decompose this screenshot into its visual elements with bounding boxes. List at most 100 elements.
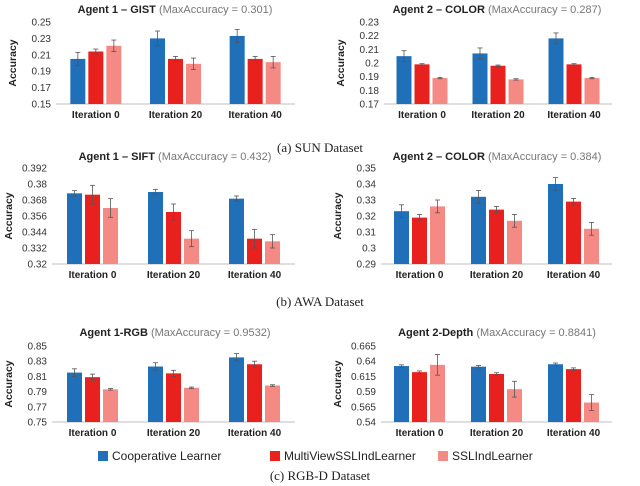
y-tick-label: 0.33 [357,196,377,207]
x-tick-label: Iteration 40 [228,428,282,439]
y-tick-label: 0.368 [22,196,47,207]
y-tick-label: 0.59 [357,387,377,398]
x-tick-label: Iteration 40 [547,428,601,439]
y-tick-label: 0.23 [360,18,380,29]
legend-swatch-multiview [270,451,280,461]
x-tick-label: Iteration 40 [228,110,282,121]
chart-awa-color: Agent 2 – COLOR (MaxAccuracy = 0.384) 0.2… [332,151,612,281]
chart-title-main: Agent 1 – SIFT [79,151,156,163]
y-tick-label: 0.34 [357,180,377,191]
legend-swatch-sslind [438,451,448,461]
x-tick-label: Iteration 40 [547,270,601,281]
bar-sslindlearner [106,45,122,104]
bar-multiviewsslindlearner [166,373,181,422]
chart-title: Agent 2-Depth (MaxAccuracy = 0.8841) [398,327,596,339]
bar-multiviewsslindlearner [247,364,262,422]
bar-sslindlearner [430,206,445,264]
chart-sun-color: Agent 2 – COLOR (MaxAccuracy = 0.287) 0.1… [335,4,612,121]
bar-cooperative-learner [394,366,409,422]
bar-sslindlearner [508,79,524,104]
y-tick-label: 0.665 [351,342,376,353]
bar-sslindlearner [265,62,281,104]
chart-title: Agent 2 – COLOR (MaxAccuracy = 0.287) [393,4,602,16]
y-tick-label: 0.3 [362,244,376,255]
legend-label-sslind: SSLIndLearner [452,449,533,463]
bar-cooperative-learner [229,357,244,422]
legend-label-cooperative: Cooperative Learner [112,449,221,463]
y-tick-label: 0.38 [28,180,48,191]
y-tick-label: 0.54 [357,418,377,429]
bar-sslindlearner [103,389,118,422]
bar-cooperative-learner [148,192,163,264]
y-tick-label: 0.81 [28,372,48,383]
caption-rgbd: (c) RGB-D Dataset [270,468,371,483]
chart-title-max-accuracy: (MaxAccuracy = 0.9532) [148,327,271,339]
bar-cooperative-learner [67,193,82,264]
charts-layer: Agent 1 – GIST (MaxAccuracy = 0.301) 0.15… [3,4,612,439]
bar-multiviewsslindlearner [566,369,581,422]
y-tick-label: 0.565 [351,402,376,413]
y-tick-label: 0.32 [357,212,377,223]
y-tick-label: 0.392 [22,164,47,175]
chart-rgbd-depth: Agent 2-Depth (MaxAccuracy = 0.8841) 0.54… [332,327,612,439]
bar-sslindlearner [430,364,445,422]
x-tick-label: Iteration 20 [147,270,201,281]
y-tick-label: 0.31 [357,228,377,239]
bar-multiviewsslindlearner [489,209,504,264]
bar-multiviewsslindlearner [88,51,104,104]
bar-multiviewsslindlearner [414,64,430,104]
bar-cooperative-learner [148,366,163,422]
x-tick-label: Iteration 0 [396,270,444,281]
bar-sslindlearner [265,385,280,422]
bar-multiviewsslindlearner [490,65,506,104]
chart-title-main: Agent 2 – COLOR [393,151,485,163]
bar-sslindlearner [507,389,522,422]
chart-title-main: Agent 2-Depth [398,327,473,339]
y-tick-label: 0.64 [357,357,377,368]
bar-multiviewsslindlearner [566,64,582,104]
chart-title-main: Agent 1-RGB [79,327,148,339]
y-tick-label: 0.17 [32,83,52,94]
chart-title: Agent 2 – COLOR (MaxAccuracy = 0.384) [393,151,602,163]
bar-cooperative-learner [229,35,245,104]
x-tick-label: Iteration 40 [547,110,601,121]
bar-cooperative-learner [394,211,409,264]
y-tick-label: 0.77 [28,402,48,413]
y-tick-label: 0.21 [32,50,52,61]
legend-swatch-cooperative [98,451,108,461]
x-tick-label: Iteration 20 [149,110,203,121]
y-tick-label: 0.79 [28,387,48,398]
bar-sslindlearner [184,238,199,264]
bar-cooperative-learner [67,372,82,422]
bar-multiviewsslindlearner [412,372,427,422]
bar-sslindlearner [584,78,600,104]
x-tick-label: Iteration 0 [396,428,444,439]
x-tick-label: Iteration 40 [228,270,282,281]
caption-sun: (a) SUN Dataset [277,140,363,155]
y-axis-label: Accuracy [332,192,344,239]
chart-title-max-accuracy: (MaxAccuracy = 0.432) [155,151,271,163]
bar-sslindlearner [265,241,280,264]
legend-label-multiview: MultiViewSSLIndLearner [284,449,416,463]
y-tick-label: 0.23 [32,34,52,45]
bar-multiviewsslindlearner [247,238,262,264]
y-tick-label: 0.85 [28,342,48,353]
x-tick-label: Iteration 0 [72,110,120,121]
chart-title-max-accuracy: (MaxAccuracy = 0.8841) [473,327,596,339]
y-tick-label: 0.29 [357,260,377,271]
bar-cooperative-learner [548,184,563,264]
bar-cooperative-learner [471,366,486,422]
chart-title-max-accuracy: (MaxAccuracy = 0.301) [156,4,272,16]
bar-cooperative-learner [471,196,486,264]
y-tick-label: 0.75 [28,418,48,429]
y-tick-label: 0.83 [28,357,48,368]
chart-title: Agent 1 – GIST (MaxAccuracy = 0.301) [78,4,273,16]
chart-sun-gist: Agent 1 – GIST (MaxAccuracy = 0.301) 0.15… [7,4,295,121]
x-tick-label: Iteration 20 [147,428,201,439]
x-tick-label: Iteration 0 [69,270,117,281]
chart-title-max-accuracy: (MaxAccuracy = 0.287) [485,4,601,16]
y-tick-label: 0.15 [32,100,52,111]
y-tick-label: 0.17 [360,100,380,111]
y-axis-label: Accuracy [332,360,344,407]
